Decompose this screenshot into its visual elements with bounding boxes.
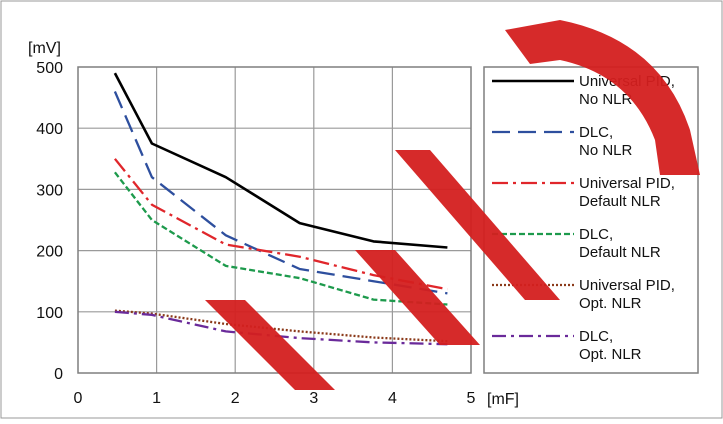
y-tick-label: 100: [36, 305, 63, 322]
legend-label-4: DLC,: [579, 226, 613, 243]
legend-label-4: Default NLR: [579, 244, 661, 261]
series-line-1: [113, 72, 448, 249]
legend-label-3: Universal PID,: [579, 175, 675, 192]
watermark-stroke-3: [395, 150, 560, 300]
legend-label-2: DLC,: [579, 124, 613, 141]
legend-label-2: No NLR: [579, 142, 633, 159]
y-tick-label: 200: [36, 244, 63, 261]
legend-label-5: Opt. NLR: [579, 295, 642, 312]
legend-label-6: DLC,: [579, 328, 613, 345]
y-tick-label: 400: [36, 121, 63, 138]
y-tick-label: 300: [36, 182, 63, 199]
watermark-d: [505, 20, 700, 175]
y-axis-label: [mV]: [28, 40, 61, 57]
x-tick-label: 0: [74, 390, 83, 407]
watermark: [205, 20, 700, 390]
x-tick-label: 1: [152, 390, 161, 407]
legend-label-1: No NLR: [579, 91, 633, 108]
series-line-4: [113, 171, 448, 306]
legend-label-3: Default NLR: [579, 193, 661, 210]
x-axis-label: [mF]: [487, 391, 519, 408]
y-tick-label: 500: [36, 60, 63, 77]
series-line-3: [114, 158, 448, 291]
x-tick-label: 4: [388, 390, 397, 407]
y-tick-label: 0: [54, 366, 63, 383]
axes: [mV] [mF] 0 100 200 300 400 500 0 1 2 3 4 5: [28, 40, 519, 408]
legend-label-6: Opt. NLR: [579, 346, 642, 363]
legend-label-5: Universal PID,: [579, 277, 675, 294]
watermark-stroke-2: [355, 250, 480, 345]
x-tick-label: 2: [231, 390, 240, 407]
x-tick-label: 3: [309, 390, 318, 407]
x-tick-label: 5: [467, 390, 476, 407]
watermark-stroke-1: [205, 300, 335, 390]
series-line-6: [114, 310, 448, 346]
